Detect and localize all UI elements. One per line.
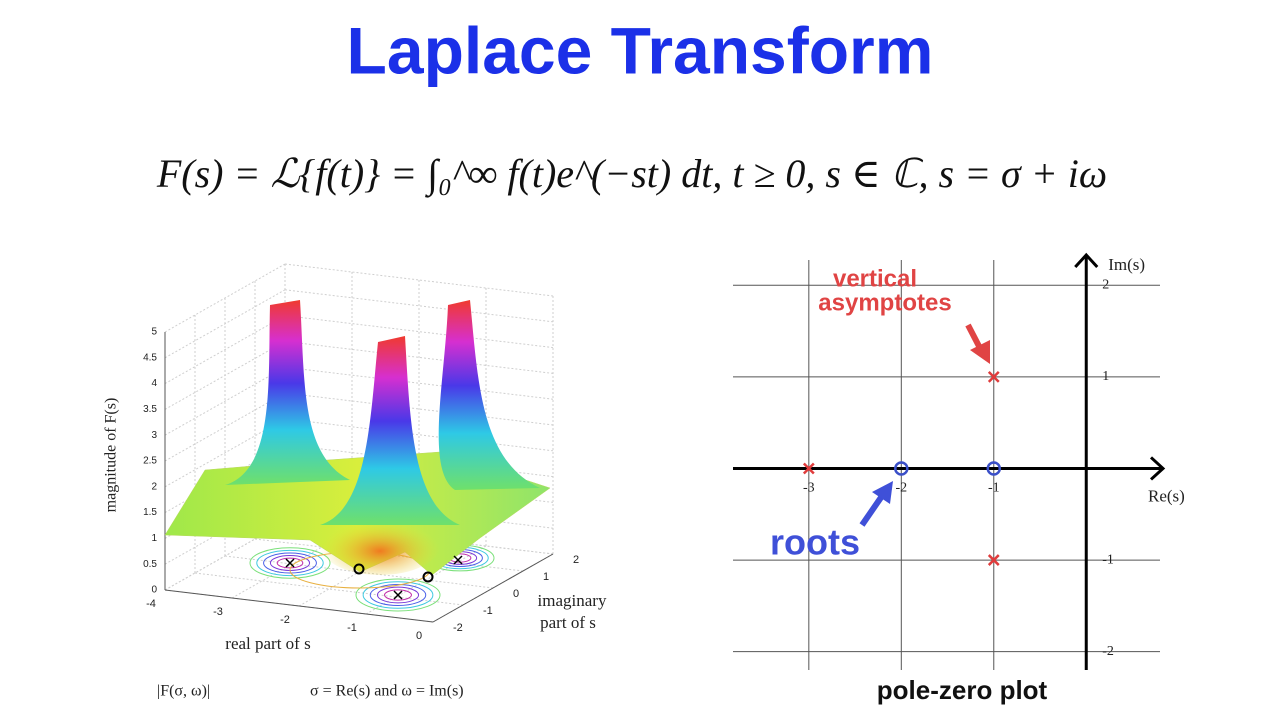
y-axis-label: Im(s)	[1108, 255, 1145, 274]
annotation-arrow	[859, 494, 885, 527]
zero	[894, 461, 909, 476]
y-axis-label: part of s	[540, 613, 596, 632]
x-tick-label: -1	[988, 481, 1000, 496]
contour	[384, 589, 412, 601]
z-tick-label: 5	[151, 327, 157, 338]
grid-line	[194, 572, 464, 606]
grid-line	[365, 545, 487, 615]
contour	[263, 552, 317, 574]
annotation: vertical	[833, 265, 917, 292]
y-tick-label: -1	[1102, 552, 1114, 567]
pole	[987, 554, 1000, 566]
x-tick-label: -1	[347, 622, 357, 634]
pole-marker	[285, 558, 295, 568]
contour	[249, 547, 331, 579]
z-tick-label: 0.5	[143, 559, 157, 570]
surface-peak	[225, 300, 350, 485]
x-tick-label: 0	[416, 630, 422, 642]
caption: pole-zero plot	[877, 675, 1048, 705]
x-axis-label: real part of s	[225, 634, 310, 653]
annotation-arrowhead	[872, 481, 893, 504]
y-tick-label: 2	[1102, 277, 1109, 292]
zero-marker	[353, 563, 365, 575]
x-tick-label: -3	[803, 481, 815, 496]
surface-plot: 0 0.5 1 1.5 2 2.5 3 3.5 4 4.5 5 -4 -3 -2 -1 0 -2 -1 0 1 2 mag…	[103, 263, 607, 700]
contour	[355, 578, 441, 612]
x-axis-arrow	[1149, 456, 1166, 481]
z-axis-label: magnitude of F(s)	[103, 398, 120, 513]
z-tick-label: 4.5	[143, 352, 157, 363]
z-tick-label: 4	[151, 378, 157, 389]
caption: |F(σ, ω)|	[157, 683, 210, 700]
y-tick-label: -2	[453, 622, 463, 634]
y-tick-label: 1	[543, 571, 549, 583]
zero	[986, 461, 1002, 476]
surface-dip	[320, 515, 440, 575]
annotation: roots	[770, 522, 860, 563]
contour	[376, 586, 420, 604]
grid-line	[284, 366, 554, 400]
pole-marker	[393, 590, 403, 600]
pole-zero-plot: -2 -1 1 2 -3 -2 -1 Re(s) Im(s) verticalasymptotes…	[733, 252, 1185, 705]
contour	[256, 549, 324, 577]
pole	[987, 370, 1000, 383]
grid-line	[284, 289, 554, 323]
grid-line	[284, 315, 554, 349]
x-axis-label: Re(s)	[1148, 486, 1185, 505]
annotation-arrowhead	[970, 340, 990, 364]
caption: σ = Re(s) and ω = Im(s)	[310, 683, 464, 700]
y-tick-label: -2	[1102, 644, 1114, 659]
slide-title: Laplace Transform	[347, 13, 934, 87]
z-tick-label: 3	[151, 430, 157, 441]
annotation: asymptotes	[818, 289, 951, 316]
x-tick-label: -4	[146, 598, 156, 610]
axis-line	[432, 553, 554, 623]
formula: F(s) = ℒ{f(t)} = ∫₀^∞ f(t)e^(−st) dt, t …	[156, 151, 1107, 198]
zero-marker	[422, 571, 434, 583]
grid-line	[284, 263, 554, 297]
z-tick-label: 3.5	[143, 404, 157, 415]
grid-line	[284, 392, 554, 426]
y-tick-label: -1	[483, 605, 493, 617]
contour	[362, 581, 434, 609]
y-tick-label: 0	[513, 588, 519, 600]
surface-peak	[438, 300, 540, 490]
y-tick-label: 1	[1102, 369, 1109, 384]
grid-line	[284, 418, 554, 452]
z-tick-label: 1	[151, 533, 157, 544]
x-tick-label: -2	[895, 481, 907, 496]
y-axis-arrow	[1074, 252, 1099, 269]
y-axis-label: imaginary	[538, 591, 607, 610]
pole-marker	[453, 555, 463, 565]
grid-line	[164, 366, 286, 436]
z-tick-label: 0	[151, 585, 157, 596]
surface-peak	[320, 336, 460, 525]
z-tick-label: 1.5	[143, 507, 157, 518]
contour	[369, 583, 427, 607]
z-tick-label: 2	[151, 481, 157, 492]
pole	[802, 462, 815, 475]
y-tick-label: 2	[573, 554, 579, 566]
x-tick-label: -3	[213, 606, 223, 618]
axis-line	[164, 589, 434, 623]
grid-line	[164, 418, 286, 488]
grid-line	[284, 340, 554, 374]
z-tick-label: 2.5	[143, 456, 157, 467]
x-tick-label: -2	[280, 614, 290, 626]
grid-line	[224, 555, 494, 589]
grid-line	[164, 315, 286, 385]
